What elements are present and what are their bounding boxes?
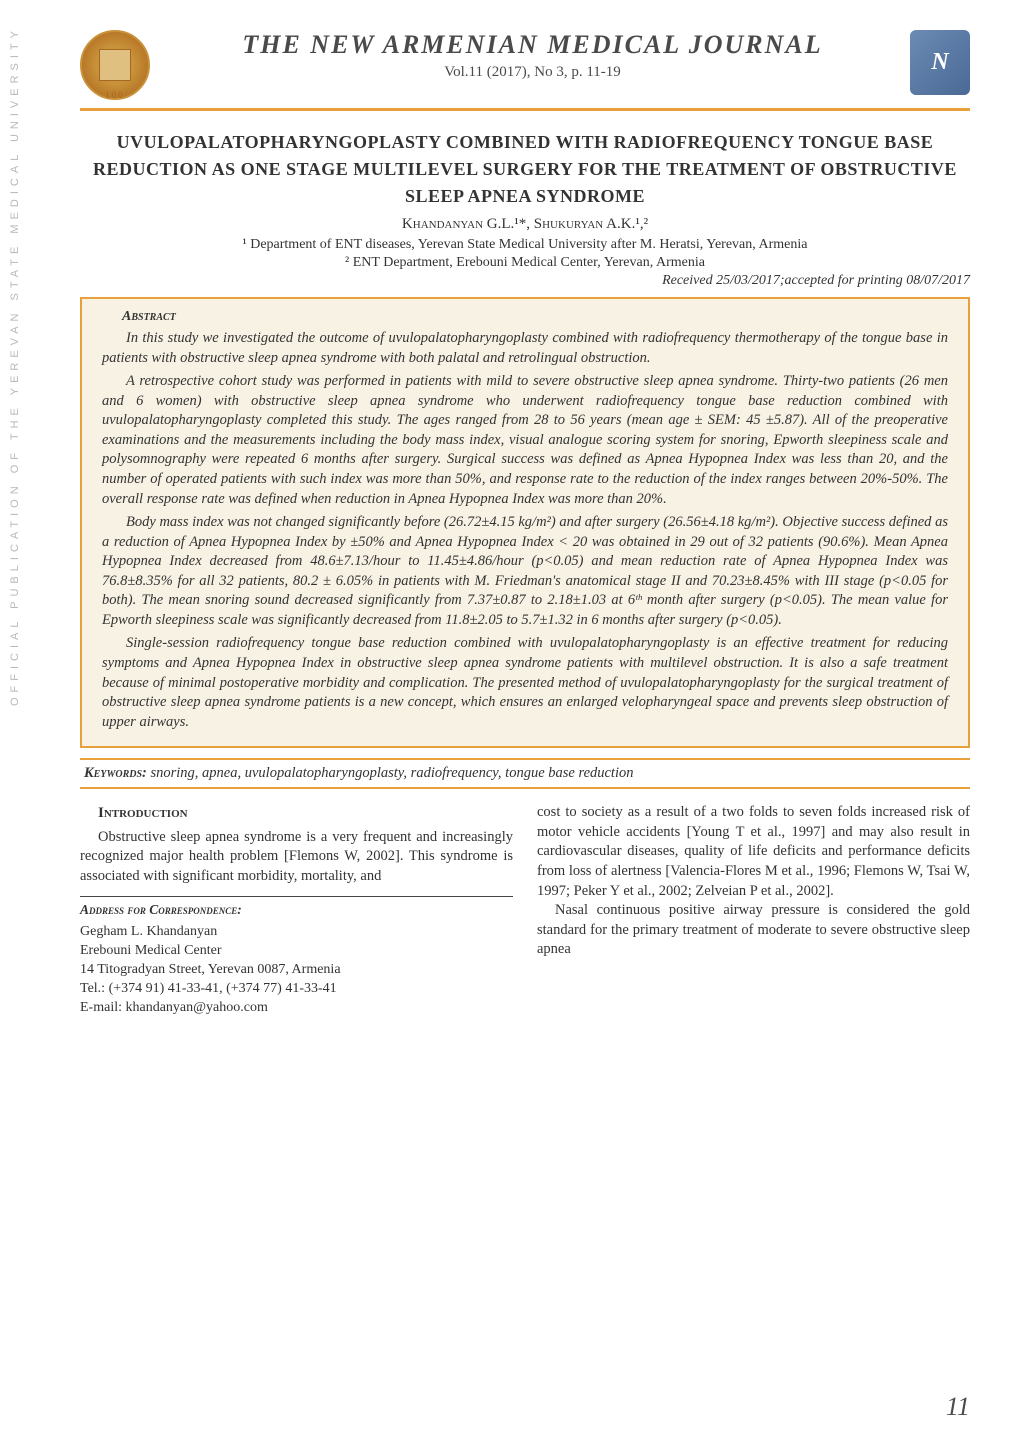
seal-year-label: 100: [105, 90, 125, 100]
article-title: UVULOPALATOPHARYNGOPLASTY COMBINED WITH …: [80, 129, 970, 210]
correspondence-heading: Address for Correspondence:: [80, 896, 513, 919]
abstract-heading: Abstract: [122, 309, 948, 325]
intro-paragraph-left: Obstructive sleep apnea syndrome is a ve…: [80, 828, 513, 887]
affiliation-2: ² ENT Department, Erebouni Medical Cente…: [80, 255, 970, 271]
page-header: 100 THE NEW ARMENIAN MEDICAL JOURNAL Vol…: [80, 30, 970, 111]
keywords-text: snoring, apnea, uvulopalatopharyngoplast…: [147, 765, 634, 781]
keywords-label: Keywords:: [84, 765, 147, 781]
journal-badge-icon: N: [910, 30, 970, 95]
correspondence-street: 14 Titogradyan Street, Yerevan 0087, Arm…: [80, 961, 513, 980]
intro-paragraph-right-1: cost to society as a result of a two fol…: [537, 803, 970, 901]
keywords-row: Keywords: snoring, apnea, uvulopalatopha…: [80, 758, 970, 789]
correspondence-tel: Tel.: (+374 91) 41-33-41, (+374 77) 41-3…: [80, 980, 513, 999]
left-column: Introduction Obstructive sleep apnea syn…: [80, 803, 513, 1018]
affiliation-1: ¹ Department of ENT diseases, Yerevan St…: [80, 237, 970, 253]
abstract-paragraph-2: A retrospective cohort study was perform…: [102, 372, 948, 509]
right-column: cost to society as a result of a two fol…: [537, 803, 970, 1018]
university-seal-icon: 100: [80, 30, 150, 100]
page-number: 11: [946, 1392, 970, 1422]
journal-page: OFFICIAL PUBLICATION OF THE YEREVAN STAT…: [0, 0, 1020, 1442]
body-columns: Introduction Obstructive sleep apnea syn…: [80, 803, 970, 1018]
volume-issue-pages: Vol.11 (2017), No 3, p. 11-19: [165, 64, 900, 81]
authors-line: Khandanyan G.L.¹*, Shukuryan A.K.¹,²: [80, 216, 970, 233]
journal-title-block: THE NEW ARMENIAN MEDICAL JOURNAL Vol.11 …: [165, 30, 900, 81]
intro-paragraph-right-2: Nasal continuous positive airway pressur…: [537, 901, 970, 960]
publisher-sidebar-text: OFFICIAL PUBLICATION OF THE YEREVAN STAT…: [9, 26, 21, 706]
journal-title: THE NEW ARMENIAN MEDICAL JOURNAL: [165, 30, 900, 60]
correspondence-center: Erebouni Medical Center: [80, 942, 513, 961]
abstract-box: Abstract In this study we investigated t…: [80, 297, 970, 748]
abstract-paragraph-1: In this study we investigated the outcom…: [102, 329, 948, 368]
abstract-paragraph-4: Single-session radiofrequency tongue bas…: [102, 634, 948, 732]
received-accepted-dates: Received 25/03/2017;accepted for printin…: [80, 273, 970, 289]
introduction-heading: Introduction: [80, 803, 513, 823]
correspondence-email: E-mail: khandanyan@yahoo.com: [80, 999, 513, 1018]
abstract-paragraph-3: Body mass index was not changed signific…: [102, 513, 948, 630]
correspondence-name: Gegham L. Khandanyan: [80, 923, 513, 942]
